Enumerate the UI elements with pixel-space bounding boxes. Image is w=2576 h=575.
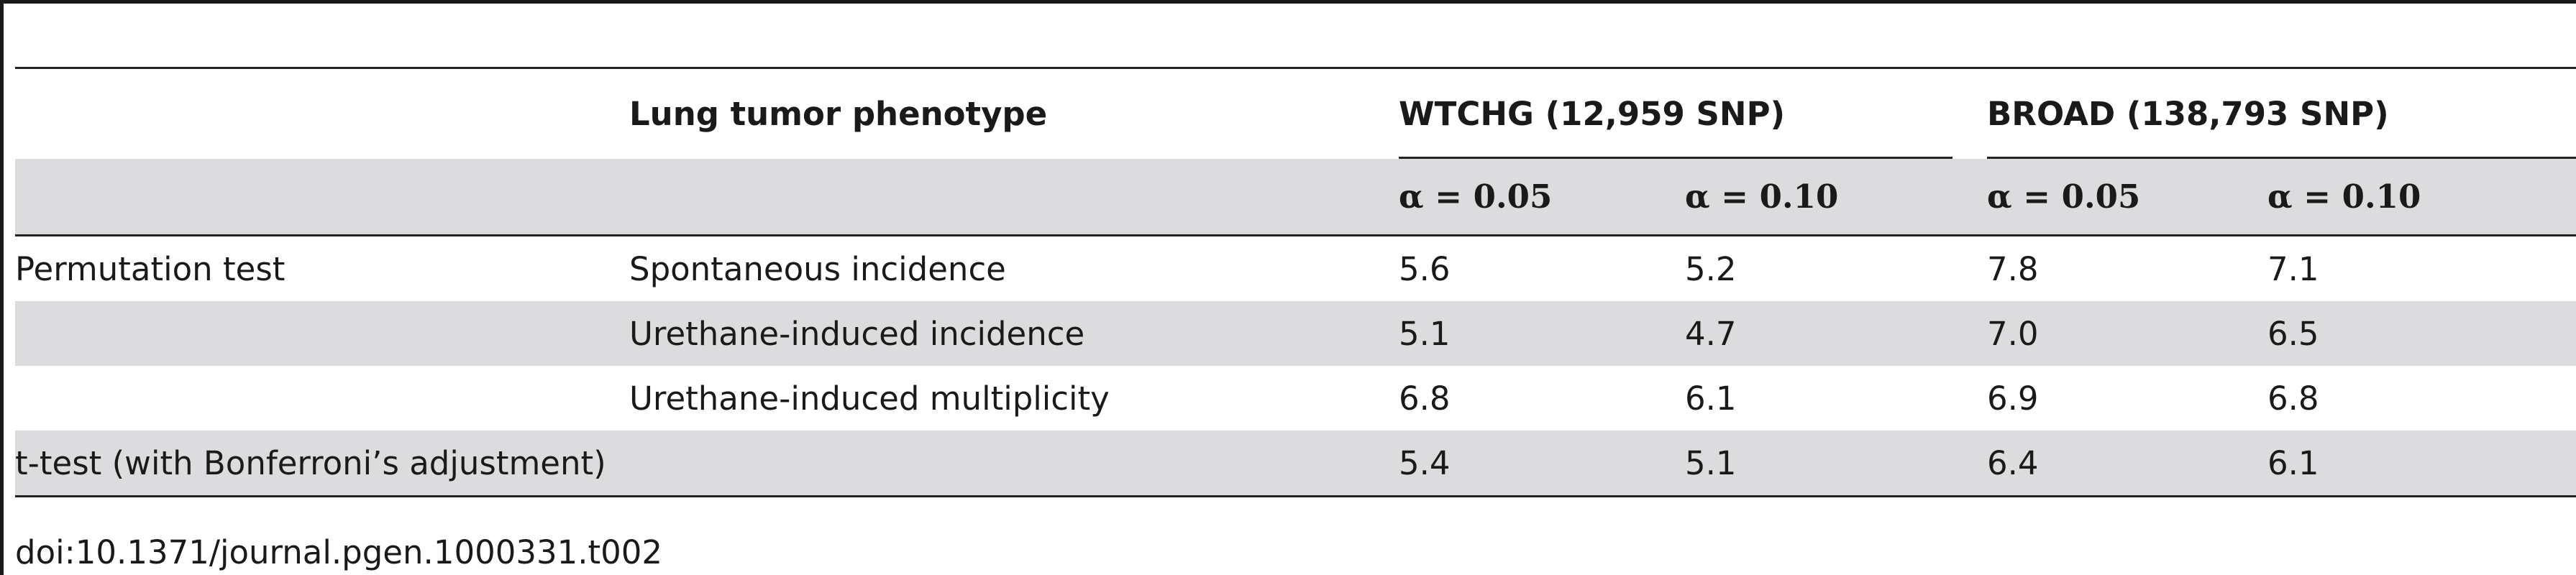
header-group-wtchg-label: WTCHG (12,959 SNP) <box>1399 95 1786 133</box>
header-group-broad: BROAD (138,793 SNP) <box>1987 68 2576 159</box>
header-alpha-empty-2 <box>629 159 1399 236</box>
results-table-container: Lung tumor phenotype WTCHG (12,959 SNP) … <box>15 67 2576 497</box>
left-border <box>0 0 4 575</box>
header-group-broad-label: BROAD (138,793 SNP) <box>1987 95 2389 133</box>
row-value: 6.5 <box>2267 301 2576 366</box>
row-phenotype: Urethane-induced multiplicity <box>629 379 1110 418</box>
row-method <box>15 366 629 431</box>
header-alpha-broad-010: α = 0.10 <box>2267 159 2576 236</box>
row-value: 7.8 <box>1987 249 2039 288</box>
table-row: Urethane-induced multiplicity 6.8 6.1 6.… <box>15 366 2576 431</box>
header-alpha-broad-005: α = 0.05 <box>1987 159 2267 236</box>
row-value: 5.1 <box>1399 301 1685 366</box>
row-value: 5.6 <box>1399 249 1451 288</box>
row-value: 6.8 <box>2267 379 2319 418</box>
row-value: 6.9 <box>1987 379 2039 418</box>
row-value: 5.4 <box>1399 431 1685 497</box>
row-value: 5.2 <box>1685 249 1737 288</box>
row-method: Permutation test <box>15 249 286 288</box>
row-value: 6.8 <box>1399 379 1451 418</box>
header-alpha-wtchg-010: α = 0.10 <box>1685 159 1987 236</box>
table-row: Urethane-induced incidence 5.1 4.7 7.0 6… <box>15 301 2576 366</box>
header-alpha-empty-1 <box>15 159 629 236</box>
header-group-wtchg: WTCHG (12,959 SNP) <box>1399 68 1987 159</box>
row-value: 6.4 <box>1987 431 2267 497</box>
header-phenotype: Lung tumor phenotype <box>629 95 1048 133</box>
doi-caption: doi:10.1371/journal.pgen.1000331.t002 <box>15 533 663 571</box>
row-value: 7.0 <box>1987 301 2267 366</box>
row-value: 7.1 <box>2267 249 2319 288</box>
row-value: 5.1 <box>1685 431 1987 497</box>
results-table: Lung tumor phenotype WTCHG (12,959 SNP) … <box>15 67 2576 497</box>
header-alpha-wtchg-005: α = 0.05 <box>1399 159 1685 236</box>
row-value: 4.7 <box>1685 301 1987 366</box>
header-empty-cell <box>15 68 629 160</box>
top-border <box>0 0 2576 4</box>
row-phenotype: Spontaneous incidence <box>629 249 1006 288</box>
row-value: 6.1 <box>2267 431 2576 497</box>
row-method <box>15 301 629 366</box>
header-row-alpha: α = 0.05 α = 0.10 α = 0.05 α = 0.10 <box>15 159 2576 236</box>
header-group-broad-rule <box>1987 157 2576 159</box>
row-phenotype: Urethane-induced incidence <box>629 301 1399 366</box>
row-value: 6.1 <box>1685 379 1737 418</box>
header-row-groups: Lung tumor phenotype WTCHG (12,959 SNP) … <box>15 68 2576 160</box>
row-method: t-test (with Bonferroni’s adjustment) <box>15 431 1399 497</box>
table-row: Permutation test Spontaneous incidence 5… <box>15 236 2576 302</box>
header-group-wtchg-rule <box>1399 157 1952 159</box>
table-row: t-test (with Bonferroni’s adjustment) 5.… <box>15 431 2576 497</box>
